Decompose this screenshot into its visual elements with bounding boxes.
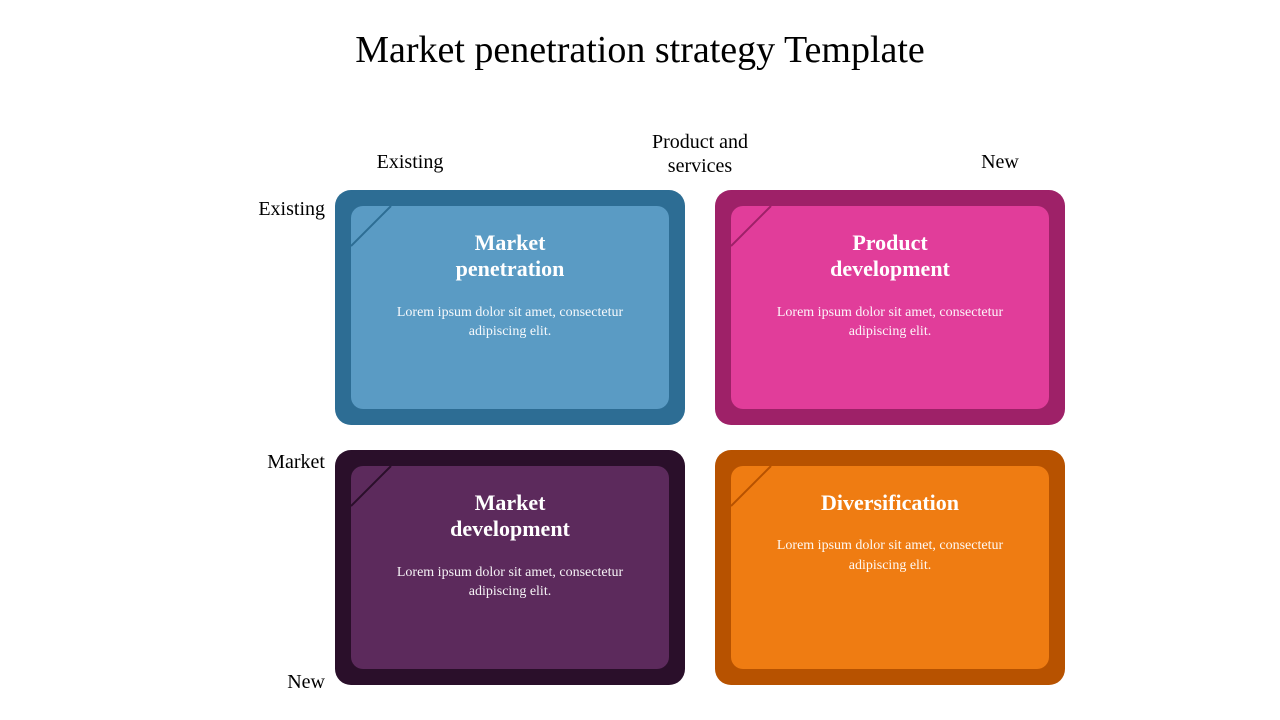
cell-diversification: Diversification Lorem ipsum dolor sit am… xyxy=(715,450,1065,685)
cell-title: Market development xyxy=(375,490,645,543)
cell-desc: Lorem ipsum dolor sit amet, consectetur … xyxy=(375,303,645,342)
cell-inner: Market development Lorem ipsum dolor sit… xyxy=(351,466,669,669)
page-title: Market penetration strategy Template xyxy=(0,28,1280,72)
cell-desc: Lorem ipsum dolor sit amet, consectetur … xyxy=(375,563,645,602)
axis-left-bottom: New xyxy=(225,670,325,694)
cell-title: Market penetration xyxy=(375,230,645,283)
cell-desc: Lorem ipsum dolor sit amet, consectetur … xyxy=(755,536,1025,575)
cell-market-development: Market development Lorem ipsum dolor sit… xyxy=(335,450,685,685)
axis-top-left: Existing xyxy=(350,150,470,174)
cell-inner: Diversification Lorem ipsum dolor sit am… xyxy=(731,466,1049,669)
axis-left-middle: Market xyxy=(225,450,325,474)
ansoff-matrix: Market penetration Lorem ipsum dolor sit… xyxy=(335,190,1065,685)
cell-inner: Market penetration Lorem ipsum dolor sit… xyxy=(351,206,669,409)
cell-inner: Product development Lorem ipsum dolor si… xyxy=(731,206,1049,409)
axis-top-right: New xyxy=(960,150,1040,174)
cell-title: Product development xyxy=(755,230,1025,283)
cell-title: Diversification xyxy=(755,490,1025,516)
cell-product-development: Product development Lorem ipsum dolor si… xyxy=(715,190,1065,425)
cell-desc: Lorem ipsum dolor sit amet, consectetur … xyxy=(755,303,1025,342)
axis-top-center: Product and services xyxy=(620,130,780,178)
cell-market-penetration: Market penetration Lorem ipsum dolor sit… xyxy=(335,190,685,425)
axis-left-top: Existing xyxy=(225,197,325,221)
